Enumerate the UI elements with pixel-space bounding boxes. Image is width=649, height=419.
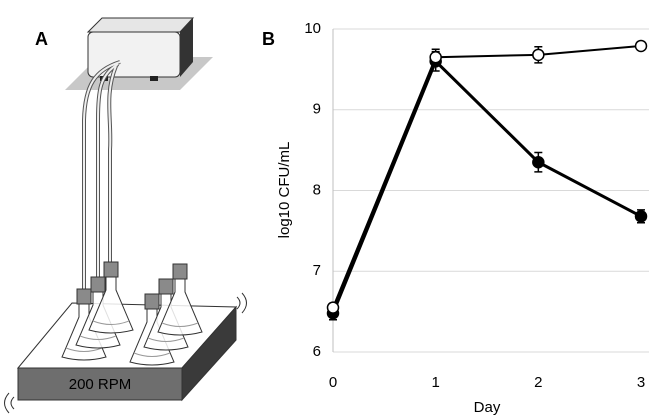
marker <box>533 49 544 60</box>
y-tick-label: 10 <box>304 20 321 37</box>
flask-cap <box>159 279 173 294</box>
pump-foot <box>150 76 158 81</box>
marker <box>636 211 647 222</box>
y-tick-label: 8 <box>313 181 321 198</box>
y-tick-label: 7 <box>313 262 321 279</box>
panel-label: A <box>35 29 48 49</box>
flask-cap <box>91 277 105 292</box>
marker <box>533 157 544 168</box>
x-tick-label: 3 <box>637 374 645 391</box>
y-tick-label: 6 <box>313 343 321 360</box>
data-line <box>333 46 641 308</box>
figure: A B 200 RPM Day log10 CFU/mL 6 7 8 9 10 0 1 2 3 <box>0 0 649 419</box>
x-axis-label: Day <box>474 399 501 416</box>
flask-cap <box>77 289 91 304</box>
marker <box>430 52 441 63</box>
marker <box>636 40 647 51</box>
tubing <box>84 62 120 292</box>
pump-top <box>88 18 193 32</box>
flask-cap <box>145 294 159 309</box>
data-line <box>333 61 641 313</box>
x-tick-label: 0 <box>329 374 337 391</box>
x-tick-label: 2 <box>534 374 542 391</box>
y-tick-label: 9 <box>313 101 321 118</box>
x-tick-label: 1 <box>431 374 439 391</box>
vibration-mark <box>5 393 15 413</box>
flask-cap <box>173 264 187 279</box>
panel-label: B <box>262 29 275 49</box>
flask-cap <box>104 262 118 277</box>
platform-label: 200 RPM <box>69 376 132 393</box>
marker <box>328 302 339 313</box>
y-axis-label: log10 CFU/mL <box>276 142 293 239</box>
shaker-diagram <box>5 18 247 413</box>
vibration-mark <box>237 293 247 313</box>
